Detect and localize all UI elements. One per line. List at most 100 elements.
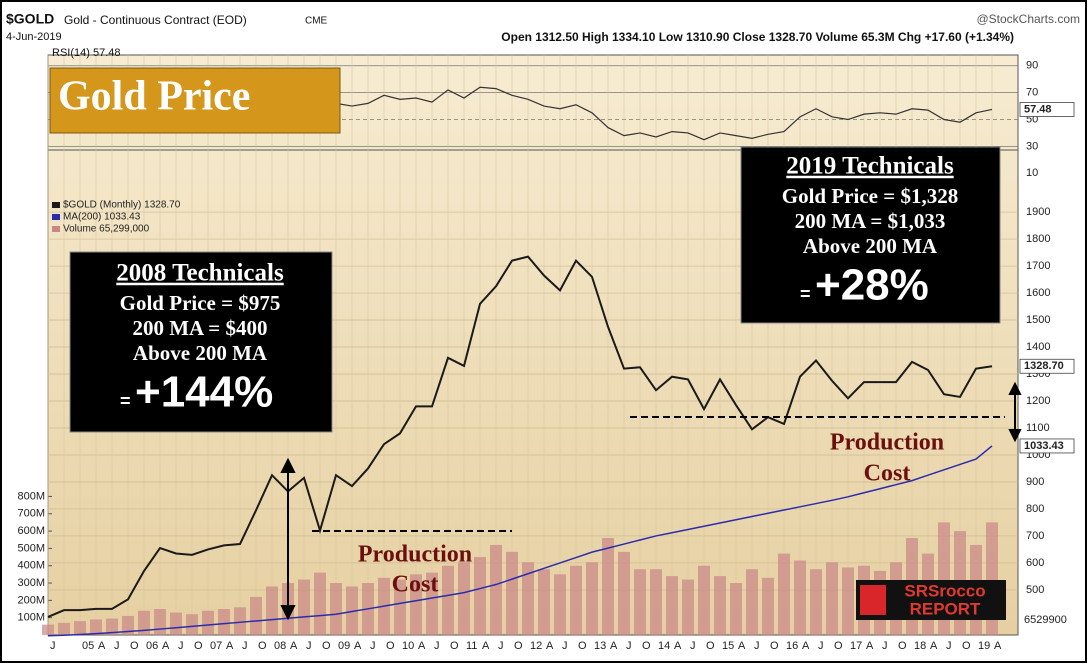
volume-bar — [506, 551, 518, 635]
volume-bar — [218, 609, 230, 635]
volume-bar — [826, 562, 838, 635]
volume-bar — [442, 565, 454, 635]
box-line: Above 200 MA — [803, 234, 938, 258]
volume-bar — [298, 579, 310, 635]
volume-bar — [746, 569, 758, 635]
x-tick-label: A — [98, 640, 106, 652]
volume-bar — [666, 576, 678, 635]
volume-bar — [698, 565, 710, 635]
volume-bar — [394, 579, 406, 635]
y-tick-label: 600 — [1026, 557, 1044, 569]
x-tick-label: A — [610, 640, 618, 652]
box-line: 200 MA = $1,033 — [795, 209, 946, 233]
value-tag: 1033.43 — [1024, 440, 1064, 452]
x-tick-label: O — [642, 640, 651, 652]
legend-entry: $GOLD (Monthly) 1328.70 — [63, 200, 181, 211]
x-tick-label: O — [194, 640, 203, 652]
volume-bar — [458, 562, 470, 635]
series-line — [335, 86, 993, 141]
rsi-tick-label: 90 — [1026, 60, 1038, 72]
x-tick-label: 09 — [338, 640, 350, 652]
x-tick-label: 18 — [914, 640, 926, 652]
volume-bar — [314, 572, 326, 635]
y2-tick-label: 500M — [17, 542, 45, 554]
y-tick-label: 1100 — [1026, 422, 1050, 434]
volume-bar — [138, 610, 150, 635]
box-heading: 2019 Technicals — [786, 153, 954, 180]
volume-bar — [490, 544, 502, 635]
volume-bar — [794, 560, 806, 635]
x-tick-label: J — [818, 640, 824, 652]
box-eq: = — [120, 391, 131, 411]
x-tick-label: J — [882, 640, 888, 652]
volume-bar — [778, 553, 790, 635]
volume-bar — [330, 583, 342, 635]
volume-bar — [650, 569, 662, 635]
value-tag-box — [1019, 438, 1075, 454]
line-layer — [47, 86, 993, 637]
x-tick-label: A — [162, 640, 170, 652]
logo-text: REPORT — [910, 599, 981, 618]
quote: Open 1312.50 High 1334.10 Low 1310.90 Cl… — [501, 30, 1014, 44]
volume-bar — [122, 615, 134, 635]
volume-bar — [842, 567, 854, 635]
volume-bar — [250, 596, 262, 635]
volume-bar — [202, 610, 214, 635]
x-tick-label: 12 — [530, 640, 542, 652]
box-2008 — [69, 251, 333, 433]
value-tag: 1328.70 — [1024, 360, 1064, 372]
legend-swatch — [52, 226, 60, 232]
x-tick-label: O — [450, 640, 459, 652]
x-tick-label: O — [514, 640, 523, 652]
x-tick-label: 19 — [978, 640, 990, 652]
x-tick-label: A — [866, 640, 874, 652]
x-tick-label: J — [754, 640, 760, 652]
y-tick-label: 1200 — [1026, 395, 1050, 407]
y2-tick-label: 300M — [17, 577, 45, 589]
banner-box — [49, 67, 341, 134]
box-line: 200 MA = $400 — [132, 316, 267, 340]
box-2019 — [740, 146, 1001, 324]
volume-bar — [42, 624, 54, 635]
arrows — [280, 381, 1022, 621]
cost-label: Production — [358, 542, 472, 568]
x-tick-label: O — [322, 640, 331, 652]
banner: Gold Price — [58, 74, 250, 120]
x-tick-label: O — [258, 640, 267, 652]
label-layer: 5006007008009001000110012001300140015001… — [17, 60, 1075, 652]
y-tick-label: 1700 — [1026, 260, 1050, 272]
x-tick-label: J — [690, 640, 696, 652]
box-eq: = — [800, 284, 811, 304]
date: 4-Jun-2019 — [6, 31, 62, 43]
volume-bar — [570, 565, 582, 635]
volume-bar — [410, 574, 422, 635]
x-tick-label: J — [562, 640, 568, 652]
volume-bar — [266, 586, 278, 635]
x-tick-label: A — [802, 640, 810, 652]
value-tag-box — [1019, 358, 1075, 374]
x-tick-label: A — [994, 640, 1002, 652]
x-tick-label: A — [930, 640, 938, 652]
box-result: +28% — [815, 261, 929, 310]
rsi-tick-label: 10 — [1026, 167, 1038, 179]
logo-text: SRSrocco — [904, 581, 985, 600]
volume-bar — [586, 562, 598, 635]
volume-bar — [474, 557, 486, 635]
legend-entry: Volume 65,299,000 — [63, 224, 150, 235]
x-tick-label: O — [962, 640, 971, 652]
volume-axis-label: 6529900 — [1024, 614, 1067, 626]
x-tick-label: O — [130, 640, 139, 652]
x-tick-label: J — [370, 640, 376, 652]
x-tick-label: 08 — [274, 640, 286, 652]
x-tick-label: O — [706, 640, 715, 652]
x-tick-label: J — [434, 640, 440, 652]
y2-tick-label: 100M — [17, 612, 45, 624]
cost-label: Cost — [392, 572, 439, 598]
x-tick-label: J — [50, 640, 56, 652]
volume-bar — [522, 562, 534, 635]
y-tick-label: 1900 — [1026, 206, 1050, 218]
x-tick-label: A — [418, 640, 426, 652]
y2-tick-label: 800M — [17, 490, 45, 502]
rsi-label: RSI(14) 57.48 — [52, 47, 120, 59]
